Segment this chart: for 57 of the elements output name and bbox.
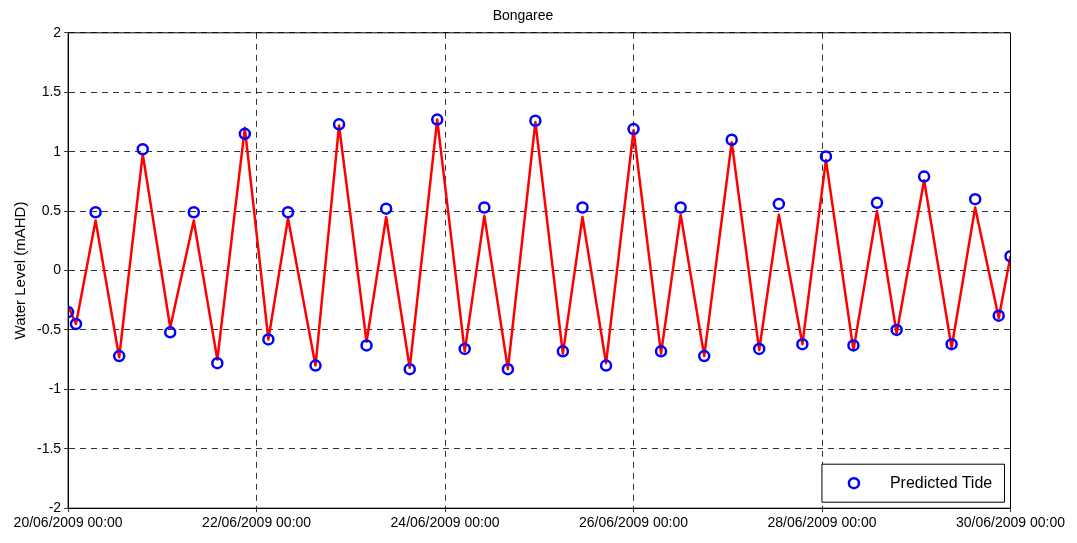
point bbox=[796, 337, 809, 351]
y-tick-label: -2 bbox=[48, 499, 62, 516]
point bbox=[163, 326, 177, 339]
point bbox=[576, 201, 589, 214]
point bbox=[379, 202, 393, 215]
point bbox=[112, 349, 126, 363]
point bbox=[945, 337, 958, 351]
y-tick-label: 0 bbox=[53, 261, 62, 278]
point bbox=[458, 342, 471, 356]
point bbox=[992, 309, 1005, 322]
y-tick-label: -0.5 bbox=[37, 320, 62, 337]
x-tick-label: 24/06/2009 00:00 bbox=[390, 514, 500, 531]
point bbox=[890, 323, 903, 337]
point bbox=[309, 359, 322, 372]
legend-label: Predicted Tide bbox=[889, 473, 993, 491]
y-tick-label: 0.5 bbox=[41, 201, 62, 218]
point bbox=[403, 362, 416, 376]
point bbox=[238, 127, 252, 141]
point bbox=[360, 339, 373, 352]
point bbox=[870, 196, 884, 210]
point bbox=[752, 342, 766, 356]
y-tick-label: -1.5 bbox=[37, 439, 62, 456]
point bbox=[501, 362, 515, 376]
point bbox=[69, 317, 83, 331]
y-tick-label: 1.5 bbox=[41, 83, 62, 100]
point bbox=[968, 192, 982, 206]
x-tick-label: 22/06/2009 00:00 bbox=[202, 514, 312, 531]
x-tick-label: 20/06/2009 00:00 bbox=[13, 514, 123, 531]
point bbox=[89, 206, 102, 219]
point bbox=[478, 201, 491, 214]
y-tick-label: -1 bbox=[48, 380, 62, 397]
point bbox=[627, 122, 640, 136]
point bbox=[430, 113, 444, 126]
point bbox=[674, 201, 687, 214]
x-tick-label: 28/06/2009 00:00 bbox=[767, 514, 877, 531]
point bbox=[529, 114, 542, 127]
point bbox=[211, 356, 224, 370]
x-tick-label: 30/06/2009 00:00 bbox=[956, 514, 1066, 531]
y-axis-title: Water Level (mAHD) bbox=[11, 201, 29, 340]
x-tick-label: 26/06/2009 00:00 bbox=[579, 514, 689, 531]
point bbox=[819, 150, 833, 163]
y-tick-label: 2 bbox=[53, 23, 62, 40]
point bbox=[847, 339, 860, 352]
point bbox=[332, 118, 346, 131]
chart-title: Bongaree bbox=[492, 7, 554, 24]
point bbox=[654, 345, 668, 358]
point bbox=[281, 206, 295, 219]
point bbox=[697, 349, 711, 363]
point bbox=[556, 345, 570, 358]
point bbox=[136, 143, 149, 156]
point bbox=[725, 133, 738, 147]
point bbox=[187, 206, 201, 219]
point bbox=[262, 333, 275, 346]
y-tick-label: 1 bbox=[53, 142, 62, 159]
point bbox=[772, 197, 786, 211]
point bbox=[917, 170, 931, 183]
point bbox=[599, 359, 613, 372]
